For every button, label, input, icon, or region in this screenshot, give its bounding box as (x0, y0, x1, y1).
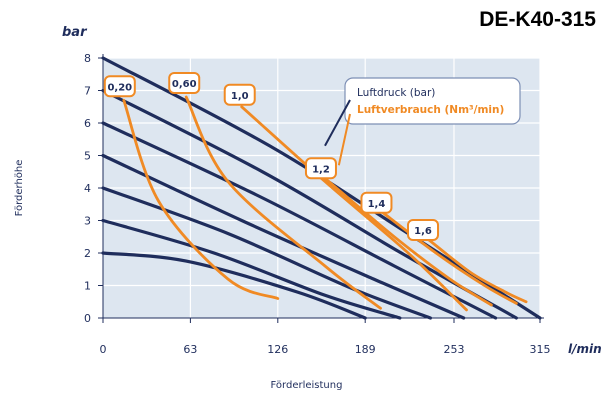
consumption-curve-label: 0,20 (103, 75, 136, 98)
y-axis-title: Förderhöhe (14, 160, 25, 217)
y-tick-label: 1 (84, 280, 91, 293)
legend-consumption-label: Luftverbrauch (Nm³/min) (357, 104, 504, 116)
consumption-curve-label: 1,6 (407, 219, 440, 241)
x-tick-label: 315 (530, 343, 551, 356)
axes: 0 1 2 3 4 5 6 7 8 0 63 126 189 253 315 bar l/min Förderhö… (14, 25, 602, 391)
consumption-curve (427, 238, 528, 304)
consumption-curve-label: 1,2 (304, 157, 337, 180)
curve-labels: 0,20 0,60 1,0 1,2 1,4 1,6 (103, 72, 440, 241)
consumption-label-box (407, 219, 440, 241)
consumption-label-text: 0,20 (107, 82, 132, 93)
x-tick-label: 126 (267, 343, 288, 356)
consumption-label-box (304, 157, 337, 180)
y-tick-label: 4 (84, 182, 91, 195)
x-unit-label: l/min (568, 342, 602, 356)
legend: Luftdruck (bar) Luftverbrauch (Nm³/min) (324, 77, 521, 166)
legend-box (344, 77, 521, 125)
consumption-label-text: 1,4 (368, 199, 386, 210)
consumption-label-box (103, 75, 136, 98)
consumption-label-box (223, 83, 256, 106)
pressure-curve (101, 218, 402, 320)
y-tick-label: 7 (84, 85, 91, 98)
consumption-label-text: 1,0 (231, 91, 249, 102)
y-tick-label: 3 (84, 215, 91, 228)
curves (101, 56, 542, 320)
consumption-curve (240, 105, 468, 312)
y-tick-label: 0 (84, 312, 91, 325)
consumption-label-box (168, 72, 201, 94)
consumption-curve-label: 0,60 (168, 72, 201, 94)
y-tick-label: 6 (84, 117, 91, 130)
y-tick-label: 5 (84, 150, 91, 163)
x-tick-label: 0 (100, 343, 107, 356)
product-code: DE-K40-315 (479, 8, 596, 31)
consumption-curve (122, 98, 280, 300)
pressure-curve (101, 153, 466, 320)
y-tick-label: 8 (84, 52, 91, 65)
pressure-curve (101, 186, 432, 320)
y-tick-label: 2 (84, 247, 91, 260)
pressure-curve (101, 251, 367, 320)
pressure-curve (101, 121, 498, 320)
y-unit-label: bar (62, 25, 88, 40)
x-tick-label: 253 (443, 343, 464, 356)
consumption-curve (379, 209, 518, 305)
consumption-curve (184, 95, 382, 310)
consumption-curve-label: 1,4 (360, 191, 393, 214)
legend-pressure-label: Luftdruck (bar) (357, 87, 435, 99)
x-axis-title: Förderleistung (271, 380, 343, 391)
consumption-label-text: 1,2 (312, 164, 330, 175)
x-tick-label: 63 (183, 343, 197, 356)
consumption-curve (323, 176, 493, 307)
consumption-label-text: 1,6 (414, 226, 432, 237)
consumption-label-box (360, 191, 393, 214)
consumption-label-text: 0,60 (172, 79, 197, 90)
consumption-curve-label: 1,0 (223, 83, 256, 106)
legend-pressure-pointer (324, 99, 351, 147)
x-tick-label: 189 (355, 343, 376, 356)
legend-consumption-pointer (337, 113, 351, 166)
